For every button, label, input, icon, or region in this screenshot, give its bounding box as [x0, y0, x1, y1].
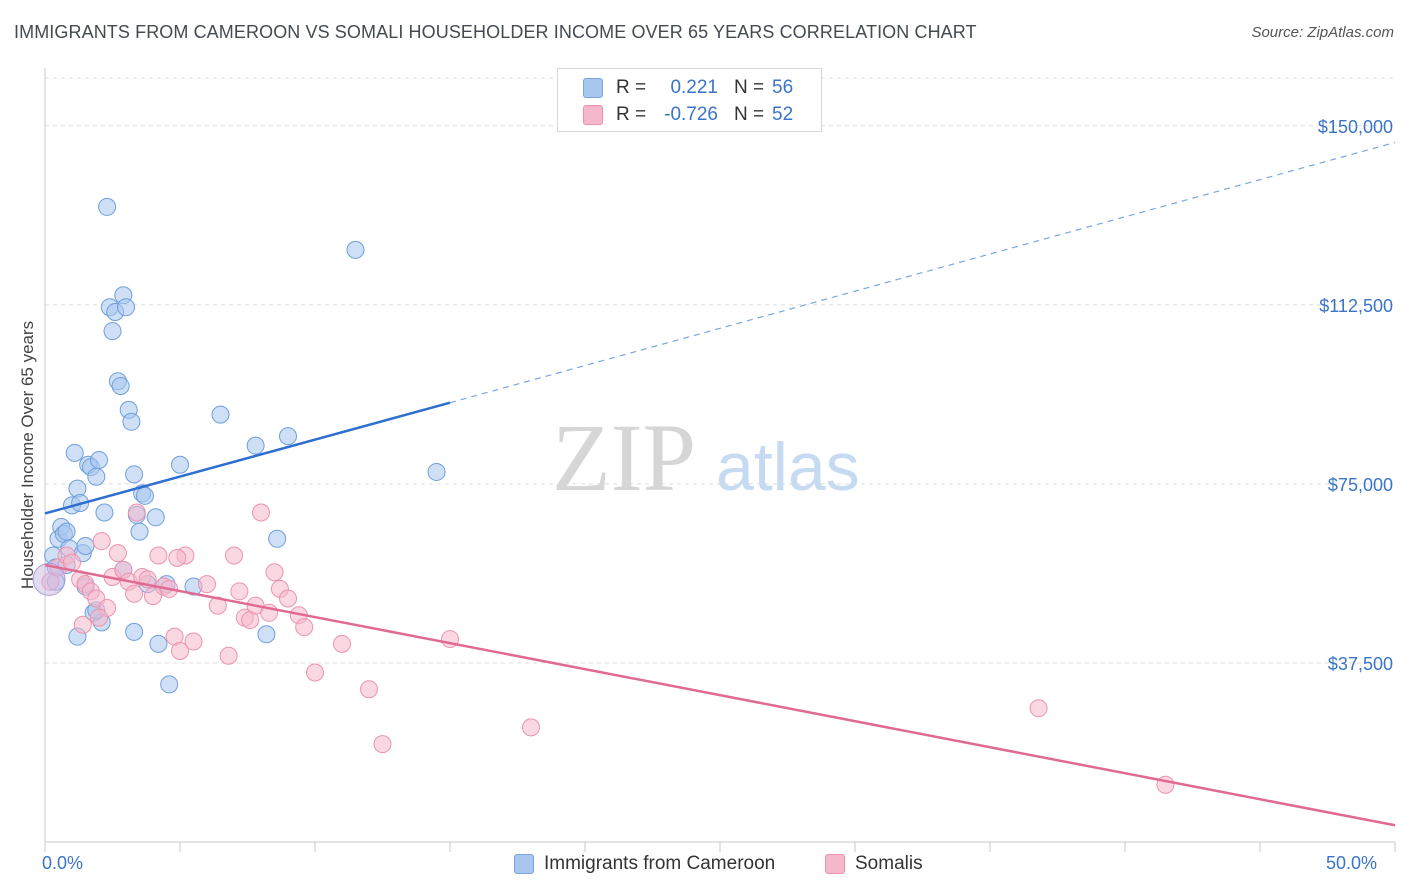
- point-somalis: [108, 544, 127, 563]
- watermark-atlas: atlas: [716, 429, 860, 505]
- point-cameroon: [111, 376, 130, 395]
- point-cameroon: [76, 536, 95, 555]
- point-cameroon: [125, 465, 144, 484]
- point-somalis: [225, 546, 243, 565]
- point-somalis: [198, 575, 216, 594]
- series-legend: Immigrants from Cameroon Somalis: [0, 853, 1406, 877]
- point-cameroon: [146, 508, 165, 527]
- point-somalis: [522, 718, 540, 737]
- point-somalis: [373, 735, 392, 754]
- point-somalis: [184, 632, 203, 651]
- legend-label-cameroon: Immigrants from Cameroon: [544, 853, 776, 874]
- point-somalis: [73, 615, 92, 634]
- gridlines: [45, 77, 1395, 664]
- point-cameroon: [171, 455, 189, 474]
- point-cameroon: [98, 197, 117, 216]
- trend-line-cameroon: [44, 401, 451, 515]
- point-cameroon: [149, 634, 168, 653]
- point-somalis: [125, 584, 144, 603]
- point-cameroon: [125, 622, 144, 641]
- point-cameroon: [90, 451, 108, 469]
- point-somalis: [219, 646, 238, 665]
- point-somalis: [295, 618, 314, 637]
- n-value: 56: [772, 77, 794, 98]
- point-cameroon: [130, 522, 149, 541]
- watermark-zip: ZIP: [552, 404, 696, 511]
- trend-lines: [44, 141, 1396, 827]
- point-cameroon: [268, 529, 287, 548]
- legend-swatch-somalis: [583, 105, 603, 125]
- legend-label-somalis: Somalis: [855, 853, 923, 874]
- source-label: Source: ZipAtlas.com: [1251, 24, 1394, 41]
- point-somalis: [230, 582, 249, 601]
- point-cameroon: [57, 522, 76, 541]
- point-cameroon: [346, 240, 365, 259]
- point-somalis: [127, 503, 146, 522]
- r-value: -0.726: [664, 104, 718, 125]
- axes: [44, 68, 1396, 852]
- point-somalis: [92, 532, 111, 551]
- point-cameroon: [135, 486, 154, 505]
- watermark: ZIP atlas: [552, 404, 860, 511]
- point-cameroon: [279, 427, 297, 446]
- r-value: 0.221: [670, 77, 718, 98]
- r-label: R =: [616, 77, 647, 98]
- y-tick-label: $150,000: [1318, 117, 1393, 137]
- point-cameroon: [103, 322, 122, 341]
- point-cameroon: [257, 625, 276, 644]
- point-somalis: [149, 546, 168, 565]
- point-cameroon: [427, 462, 446, 481]
- point-cameroon: [95, 503, 114, 522]
- n-label: N =: [734, 77, 765, 98]
- point-cameroon: [211, 405, 230, 424]
- x-tick-label-max: 50.0%: [1326, 853, 1378, 873]
- point-cluster: [32, 562, 66, 596]
- trend-line-cameroon-extension: [449, 141, 1396, 404]
- point-cameroon: [65, 443, 84, 462]
- point-cameroon: [117, 298, 135, 317]
- point-somalis: [265, 563, 284, 582]
- point-somalis: [171, 642, 189, 660]
- point-somalis: [252, 503, 270, 522]
- n-value: 52: [772, 104, 794, 125]
- n-label: N =: [734, 104, 765, 125]
- y-tick-labels: $37,500 $75,000 $112,500 $150,000: [1318, 117, 1393, 674]
- y-tick-label: $112,500: [1319, 296, 1393, 316]
- y-tick-label: $37,500: [1328, 654, 1393, 674]
- trend-line-somalis: [44, 563, 1396, 827]
- point-somalis: [333, 634, 351, 653]
- r-label: R =: [616, 104, 647, 125]
- legend-swatch-cameroon: [583, 78, 603, 98]
- point-somalis: [360, 680, 378, 699]
- point-cameroon: [87, 467, 106, 486]
- point-somalis: [168, 548, 187, 567]
- legend-swatch-somalis: [825, 854, 845, 874]
- point-cameroon: [246, 436, 265, 455]
- y-tick-label: $75,000: [1328, 475, 1393, 495]
- point-somalis: [1029, 699, 1048, 718]
- point-somalis: [90, 608, 108, 627]
- stats-legend: R = 0.221 N = 56 R = -0.726 N = 52: [557, 68, 822, 132]
- point-cameroon: [122, 412, 141, 431]
- legend-swatch-cameroon: [514, 854, 534, 874]
- point-somalis: [306, 663, 324, 682]
- point-somalis: [279, 589, 297, 608]
- point-cameroon: [160, 675, 179, 694]
- chart-title: IMMIGRANTS FROM CAMEROON VS SOMALI HOUSE…: [14, 22, 977, 42]
- x-tick-label-min: 0.0%: [42, 853, 84, 873]
